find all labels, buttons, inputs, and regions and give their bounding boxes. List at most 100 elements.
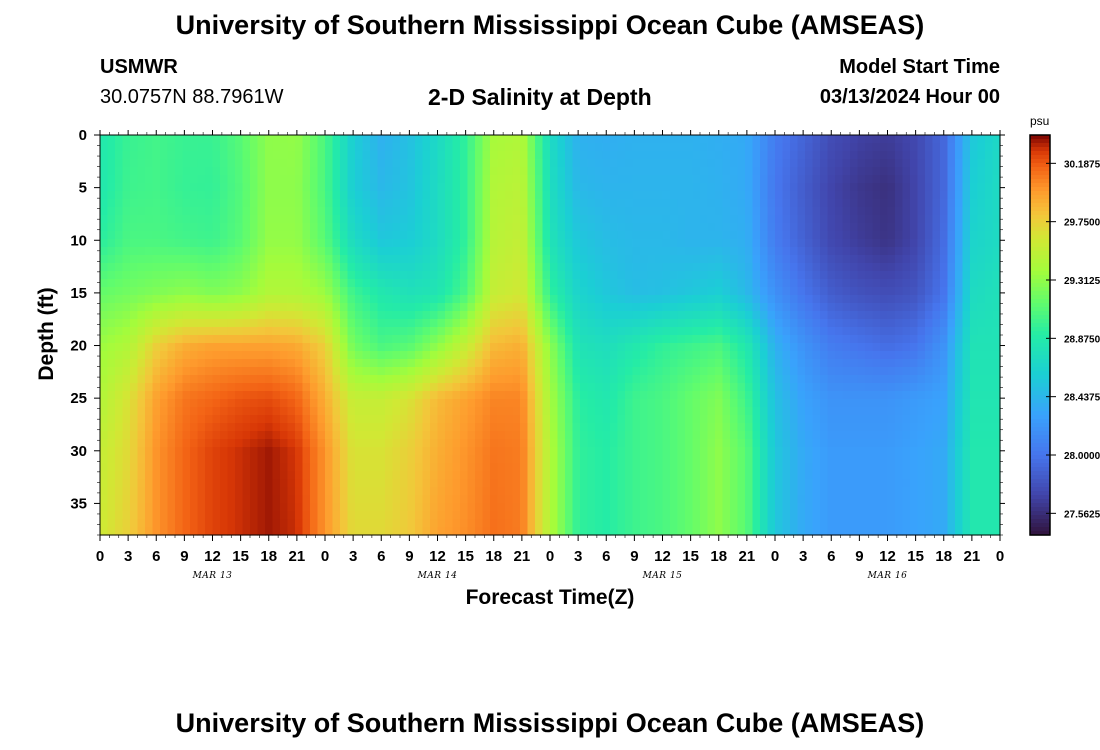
heatmap-cell — [723, 343, 731, 352]
heatmap-cell — [460, 231, 468, 240]
heatmap-cell — [460, 207, 468, 216]
heatmap-cell — [138, 391, 146, 400]
heatmap-cell — [393, 151, 401, 160]
heatmap-cell — [678, 263, 686, 272]
heatmap-cell — [843, 263, 851, 272]
heatmap-cell — [768, 151, 776, 160]
heatmap-cell — [468, 375, 476, 384]
heatmap-cell — [775, 303, 783, 312]
heatmap-cell — [453, 343, 461, 352]
heatmap-cell — [498, 191, 506, 200]
heatmap-cell — [235, 391, 243, 400]
heatmap-cell — [243, 159, 251, 168]
heatmap-cell — [820, 183, 828, 192]
heatmap-cell — [850, 183, 858, 192]
heatmap-cell — [633, 311, 641, 320]
heatmap-cell — [963, 247, 971, 256]
heatmap-cell — [550, 247, 558, 256]
heatmap-cell — [295, 343, 303, 352]
heatmap-cell — [820, 423, 828, 432]
heatmap-cell — [933, 175, 941, 184]
heatmap-cell — [423, 191, 431, 200]
heatmap-cell — [955, 319, 963, 328]
heatmap-cell — [258, 151, 266, 160]
heatmap-cell — [123, 135, 131, 144]
heatmap-cell — [265, 303, 273, 312]
heatmap-cell — [145, 455, 153, 464]
heatmap-cell — [798, 455, 806, 464]
heatmap-cell — [535, 351, 543, 360]
heatmap-cell — [985, 135, 993, 144]
heatmap-cell — [108, 199, 116, 208]
heatmap-cell — [955, 271, 963, 280]
heatmap-cell — [768, 191, 776, 200]
heatmap-cell — [220, 175, 228, 184]
heatmap-cell — [993, 159, 1001, 168]
heatmap-cell — [220, 319, 228, 328]
heatmap-cell — [505, 455, 513, 464]
heatmap-cell — [798, 223, 806, 232]
heatmap-cell — [558, 407, 566, 416]
heatmap-cell — [265, 287, 273, 296]
heatmap-cell — [520, 135, 528, 144]
heatmap-cell — [775, 335, 783, 344]
heatmap-cell — [618, 399, 626, 408]
heatmap-cell — [858, 207, 866, 216]
heatmap-cell — [468, 191, 476, 200]
heatmap-cell — [303, 183, 311, 192]
heatmap-cell — [903, 423, 911, 432]
heatmap-cell — [535, 151, 543, 160]
heatmap-cell — [445, 295, 453, 304]
heatmap-cell — [475, 143, 483, 152]
heatmap-cell — [483, 159, 491, 168]
heatmap-cell — [153, 199, 161, 208]
heatmap-cell — [805, 439, 813, 448]
heatmap-cell — [813, 199, 821, 208]
heatmap-cell — [288, 359, 296, 368]
heatmap-cell — [460, 135, 468, 144]
heatmap-cell — [198, 295, 206, 304]
heatmap-cell — [715, 407, 723, 416]
heatmap-cell — [955, 455, 963, 464]
heatmap-cell — [805, 415, 813, 424]
heatmap-cell — [130, 151, 138, 160]
heatmap-cell — [280, 391, 288, 400]
heatmap-cell — [918, 191, 926, 200]
heatmap-cell — [423, 231, 431, 240]
heatmap-cell — [340, 431, 348, 440]
heatmap-cell — [400, 239, 408, 248]
heatmap-cell — [415, 215, 423, 224]
heatmap-cell — [753, 351, 761, 360]
heatmap-cell — [258, 239, 266, 248]
heatmap-cell — [460, 255, 468, 264]
heatmap-cell — [985, 303, 993, 312]
heatmap-cell — [378, 167, 386, 176]
heatmap-cell — [618, 143, 626, 152]
heatmap-cell — [303, 199, 311, 208]
heatmap-cell — [580, 199, 588, 208]
heatmap-cell — [228, 351, 236, 360]
heatmap-cell — [903, 223, 911, 232]
heatmap-cell — [580, 175, 588, 184]
heatmap-cell — [850, 295, 858, 304]
heatmap-cell — [550, 375, 558, 384]
heatmap-cell — [753, 247, 761, 256]
heatmap-cell — [805, 207, 813, 216]
heatmap-cell — [633, 199, 641, 208]
heatmap-cell — [970, 207, 978, 216]
heatmap-cell — [603, 303, 611, 312]
heatmap-cell — [775, 135, 783, 144]
heatmap-cell — [393, 191, 401, 200]
heatmap-cell — [423, 151, 431, 160]
heatmap-cell — [340, 455, 348, 464]
heatmap-cell — [730, 375, 738, 384]
heatmap-cell — [985, 247, 993, 256]
heatmap-cell — [243, 135, 251, 144]
heatmap-cell — [843, 439, 851, 448]
heatmap-cell — [370, 311, 378, 320]
heatmap-cell — [220, 255, 228, 264]
heatmap-cell — [280, 375, 288, 384]
heatmap-cell — [678, 255, 686, 264]
heatmap-cell — [325, 311, 333, 320]
heatmap-cell — [625, 351, 633, 360]
